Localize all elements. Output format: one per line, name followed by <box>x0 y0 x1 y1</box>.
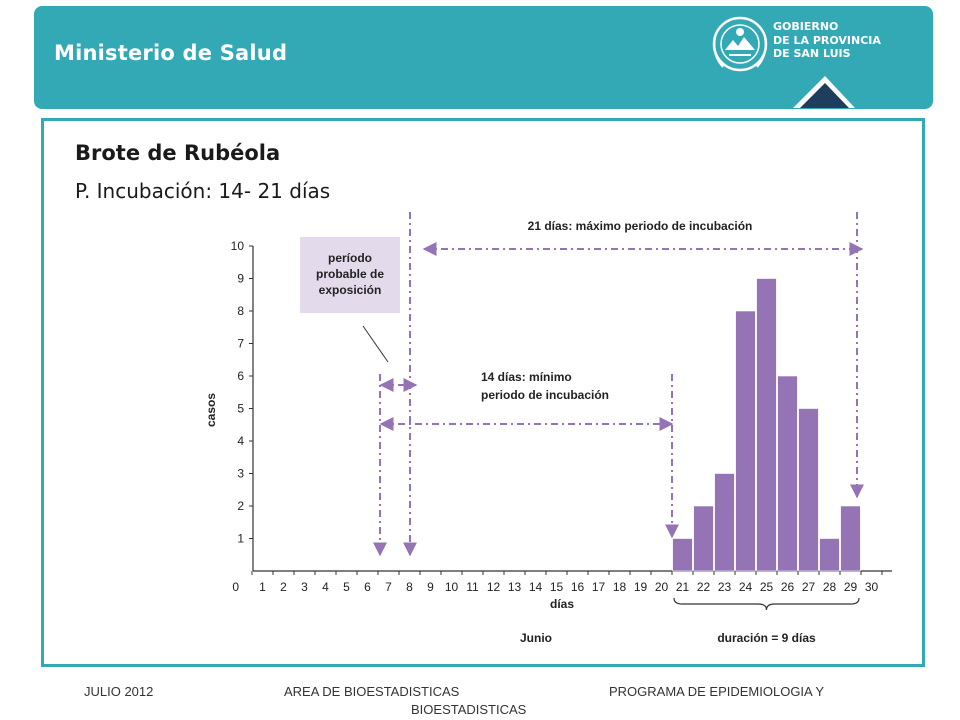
y-tick-label: 0 <box>232 580 239 594</box>
x-tick-label: 10 <box>445 580 459 594</box>
y-tick-label: 7 <box>237 337 244 351</box>
duration-label: duración = 9 días <box>717 631 816 645</box>
exposure-pointer-line <box>362 325 389 363</box>
x-axis-title: días <box>550 597 574 611</box>
x-tick-label: 30 <box>865 580 879 594</box>
x-tick-label: 26 <box>781 580 795 594</box>
min-incubation-label-2: periodo de incubación <box>481 388 609 402</box>
slide-subtitle: P. Incubación: 14- 21 días <box>75 179 331 203</box>
ministry-name: Ministerio de Salud <box>54 41 288 65</box>
footer-area: AREA DE BIOESTADISTICAS <box>284 684 460 699</box>
x-tick-label: 23 <box>718 580 732 594</box>
bar-day-22 <box>693 505 714 572</box>
duration-brace <box>673 597 860 611</box>
bar-day-21 <box>672 538 693 572</box>
x-tick-label: 18 <box>613 580 627 594</box>
bar-day-25 <box>756 278 777 572</box>
bar-day-24 <box>735 310 756 572</box>
x-tick-label: 6 <box>364 580 371 594</box>
bar-day-27 <box>798 408 819 572</box>
x-tick-label: 21 <box>676 580 690 594</box>
x-tick-label: 12 <box>487 580 501 594</box>
bar-day-29 <box>840 505 861 572</box>
x-tick-label: 5 <box>343 580 350 594</box>
x-tick-label: 28 <box>823 580 837 594</box>
chart-bars <box>672 278 861 572</box>
header-banner: Ministerio de Salud <box>34 6 933 109</box>
x-tick-label: 14 <box>529 580 543 594</box>
footer-program: PROGRAMA DE EPIDEMIOLOGIA Y <box>609 684 825 699</box>
exposure-box-text: exposición <box>319 283 382 297</box>
y-tick-label: 6 <box>237 369 244 383</box>
government-line-2: DE LA PROVINCIA <box>773 33 881 47</box>
x-tick-label: 8 <box>406 580 413 594</box>
x-tick-label: 1 <box>259 580 266 594</box>
max-incubation-label: 21 días: máximo periodo de incubación <box>528 219 753 233</box>
y-tick-label: 9 <box>237 272 244 286</box>
government-line-1: GOBIERNO <box>773 20 839 33</box>
min-incubation-label-1: 14 días: mínimo <box>481 370 572 384</box>
y-axis-title: casos <box>204 393 218 427</box>
exposure-box <box>300 237 400 313</box>
x-tick-label: 13 <box>508 580 522 594</box>
x-tick-label: 7 <box>385 580 392 594</box>
footer-program-cont: BIOESTADISTICAS <box>411 702 527 717</box>
slide-title: Brote de Rubéola <box>75 141 281 165</box>
y-tick-label: 4 <box>237 434 244 448</box>
exposure-box-text: período <box>328 251 372 265</box>
y-tick-label: 3 <box>237 467 244 481</box>
x-tick-label: 4 <box>322 580 329 594</box>
x-tick-label: 9 <box>427 580 434 594</box>
x-tick-label: 3 <box>301 580 308 594</box>
y-tick-label: 10 <box>231 239 245 253</box>
exposure-box-text: probable de <box>316 267 384 281</box>
header-notch <box>793 76 855 108</box>
footer-date: JULIO 2012 <box>84 684 154 699</box>
bar-day-23 <box>714 473 735 572</box>
x-tick-label: 11 <box>466 580 479 594</box>
x-tick-label: 17 <box>592 580 606 594</box>
y-tick-label: 2 <box>237 499 244 513</box>
government-label: GOBIERNO DE LA PROVINCIA DE SAN LUIS <box>773 20 881 61</box>
x-tick-label: 20 <box>655 580 669 594</box>
x-tick-label: 19 <box>634 580 648 594</box>
content-frame <box>41 118 925 667</box>
x-tick-label: 2 <box>280 580 287 594</box>
x-tick-label: 29 <box>844 580 858 594</box>
month-label: Junio <box>520 631 552 645</box>
government-line-3: DE SAN LUIS <box>773 47 851 60</box>
province-seal-icon <box>712 16 768 72</box>
x-tick-label: 15 <box>550 580 564 594</box>
y-tick-label: 8 <box>237 304 244 318</box>
x-tick-label: 24 <box>739 580 753 594</box>
bar-day-28 <box>819 538 840 572</box>
y-tick-label: 5 <box>237 402 244 416</box>
x-tick-label: 25 <box>760 580 774 594</box>
y-tick-label: 1 <box>237 532 244 546</box>
chart-annotations: período probable de exposición 21 días: máx… <box>300 212 864 645</box>
x-tick-label: 27 <box>802 580 816 594</box>
bar-day-26 <box>777 375 798 572</box>
x-tick-label: 16 <box>571 580 585 594</box>
x-tick-label: 22 <box>697 580 711 594</box>
